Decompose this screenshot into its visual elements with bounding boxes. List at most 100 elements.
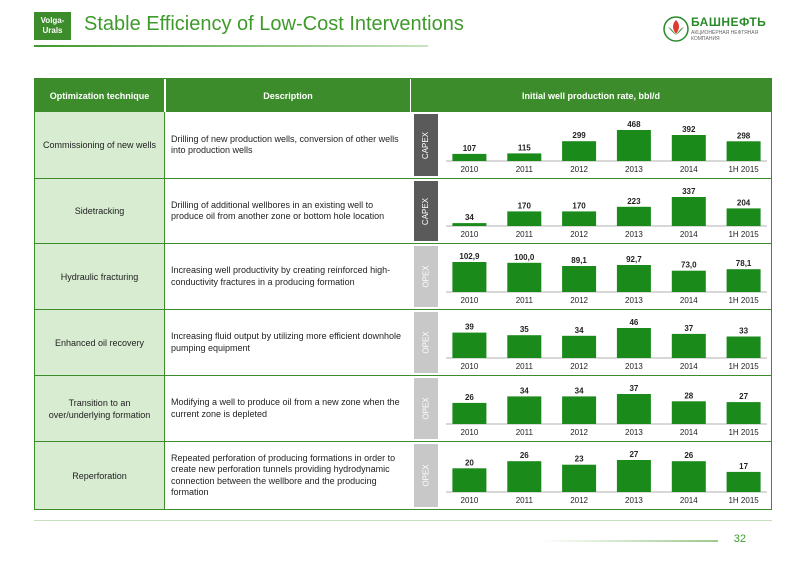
data-label: 39 [465, 323, 474, 332]
opex-tag: OPEX [414, 378, 438, 439]
x-tick-label: 1H 2015 [728, 362, 759, 371]
chart-bar [507, 335, 542, 358]
x-tick-label: 2011 [516, 428, 534, 437]
row-divider [35, 243, 771, 244]
logo-wordmark: БАШНЕФТЬ [691, 15, 767, 29]
x-tick-label: 2011 [516, 165, 534, 174]
chart-bar [562, 464, 597, 492]
data-label: 223 [627, 197, 641, 206]
x-tick-label: 2012 [570, 296, 588, 305]
x-tick-label: 2011 [516, 296, 534, 305]
data-label: 100,0 [514, 253, 535, 262]
x-tick-label: 2010 [461, 296, 479, 305]
row-divider [35, 178, 771, 179]
data-label: 170 [572, 201, 586, 210]
data-label: 27 [739, 392, 748, 401]
x-tick-label: 2014 [680, 362, 698, 371]
data-label: 34 [575, 386, 584, 395]
data-label: 27 [629, 450, 638, 459]
x-tick-label: 2010 [461, 165, 479, 174]
page-number: 32 [733, 533, 746, 545]
description-cell: Drilling of new production wells, conver… [171, 133, 399, 156]
x-tick-label: 2014 [680, 496, 698, 505]
data-label: 35 [520, 325, 529, 334]
x-tick-label: 2013 [625, 230, 643, 239]
data-label: 204 [737, 198, 751, 207]
chart-bar [726, 402, 761, 424]
x-tick-label: 2014 [680, 296, 698, 305]
technique-cell: Hydraulic fracturing [35, 244, 165, 309]
chart-bar [452, 332, 487, 358]
data-label: 92,7 [626, 255, 642, 264]
chart-bar [671, 197, 706, 226]
chart-bar [562, 335, 597, 358]
data-label: 46 [629, 318, 638, 327]
chart-bar [562, 141, 597, 161]
x-tick-label: 2012 [570, 230, 588, 239]
chart-bar [616, 206, 651, 226]
data-label: 34 [465, 213, 474, 222]
chart-bar [452, 153, 487, 161]
x-tick-label: 2011 [516, 362, 534, 371]
x-tick-label: 2012 [570, 362, 588, 371]
chart-bar [452, 402, 487, 424]
header-optimization-technique: Optimization technique [35, 79, 165, 112]
data-label: 468 [627, 120, 641, 129]
chart-bar [671, 270, 706, 292]
chart-bar [562, 396, 597, 424]
chart-bar [507, 461, 542, 492]
technique-cell: Transition to an over/underlying formati… [35, 376, 165, 441]
x-tick-label: 1H 2015 [728, 296, 759, 305]
data-label: 34 [575, 326, 584, 335]
chart-bar [616, 394, 651, 424]
opex-tag: OPEX [414, 444, 438, 507]
data-label: 78,1 [736, 259, 752, 268]
x-tick-label: 1H 2015 [728, 496, 759, 505]
x-tick-label: 2011 [516, 230, 534, 239]
x-tick-label: 1H 2015 [728, 230, 759, 239]
x-tick-label: 2010 [461, 428, 479, 437]
chart-bar [452, 223, 487, 226]
x-tick-label: 2013 [625, 296, 643, 305]
x-tick-label: 2011 [516, 496, 534, 505]
chart-bar [671, 135, 706, 161]
technique-cell: Enhanced oil recovery [35, 310, 165, 375]
chart-bar [507, 153, 542, 161]
x-tick-label: 2012 [570, 496, 588, 505]
page-title: Stable Efficiency of Low-Cost Interventi… [84, 13, 464, 35]
bar-chart-reperforation: 20 2010 26 2011 23 2012 27 2013 26 2014 17 1H 2015 [446, 450, 767, 505]
data-label: 299 [572, 131, 586, 140]
data-label: 37 [684, 324, 693, 333]
x-tick-label: 2014 [680, 428, 698, 437]
x-tick-label: 2014 [680, 165, 698, 174]
technique-cell: Reperforation [35, 442, 165, 509]
data-label: 33 [739, 327, 748, 336]
chart-bar [616, 328, 651, 358]
chart-bar [671, 461, 706, 492]
x-tick-label: 1H 2015 [728, 165, 759, 174]
bottom-rule [34, 520, 772, 521]
x-tick-label: 2010 [461, 362, 479, 371]
header-description: Description [166, 79, 410, 112]
chart-bar [452, 262, 487, 292]
header-production-rate: Initial well production rate, bbl/d [410, 79, 771, 112]
chart-bar [616, 460, 651, 492]
chart-bar [671, 401, 706, 424]
data-label: 89,1 [571, 256, 587, 265]
chart-bar [726, 269, 761, 292]
x-tick-label: 2013 [625, 496, 643, 505]
data-label: 73,0 [681, 261, 697, 270]
chart-bar [562, 211, 597, 226]
x-tick-label: 2012 [570, 428, 588, 437]
chart-bar [562, 266, 597, 292]
data-label: 26 [465, 393, 474, 402]
chart-bar [726, 141, 761, 161]
description-cell: Modifying a well to produce oil from a n… [171, 397, 400, 419]
data-label: 17 [739, 462, 748, 471]
technique-cell: Commissioning of new wells [35, 112, 165, 178]
x-tick-label: 2012 [570, 165, 588, 174]
data-label: 37 [629, 384, 638, 393]
x-tick-label: 2013 [625, 362, 643, 371]
description-cell: Increasing fluid output by utilizing mor… [171, 331, 401, 353]
title-underline [34, 45, 428, 47]
